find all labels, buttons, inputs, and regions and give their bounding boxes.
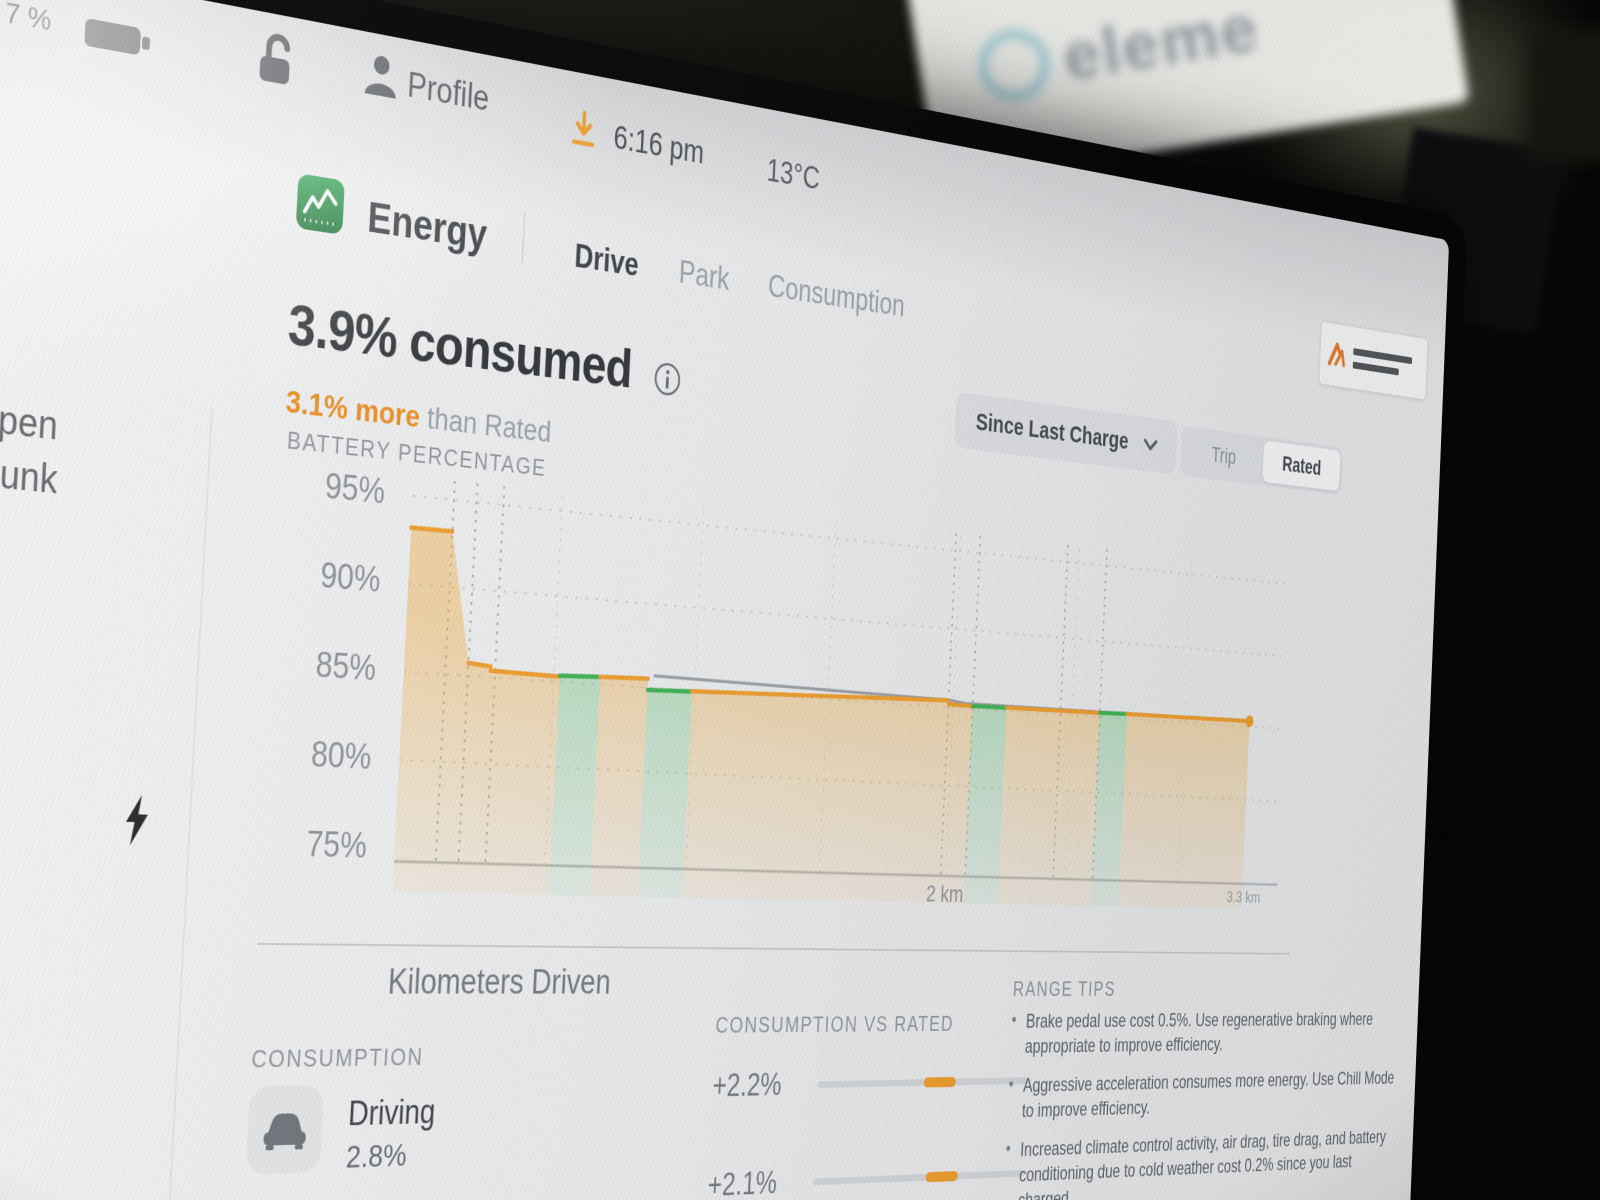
driving-icon-badge xyxy=(245,1085,325,1175)
range-tip-item: • Aggressive acceleration consumes more e… xyxy=(1007,1066,1396,1124)
software-update-download-icon[interactable] xyxy=(567,107,601,154)
tesla-touchscreen: 7 % Profile 6:16 pm 13°C Open T xyxy=(0,0,1449,1200)
range-selector-dropdown[interactable]: Since Last Charge xyxy=(953,391,1178,475)
vs-rated-marker xyxy=(923,1076,957,1088)
y-tick-label: 75% xyxy=(305,824,368,866)
temperature-label[interactable]: 13°C xyxy=(766,152,821,197)
range-tip-item: • Increased climate control activity, air… xyxy=(1003,1125,1394,1200)
person-icon xyxy=(364,54,397,99)
bullet-dot: • xyxy=(1008,1073,1015,1096)
range-tip-text: Brake pedal use cost 0.5%. Use regenerat… xyxy=(1024,1009,1374,1058)
clock-label: 6:16 pm xyxy=(612,118,705,171)
bullet-dot: • xyxy=(1005,1137,1012,1161)
poster-logo-icon xyxy=(972,23,1056,107)
panel-divider xyxy=(157,407,213,1200)
dealer-sticker xyxy=(1319,321,1428,400)
vs-rated-slider xyxy=(817,1076,1028,1089)
consumption-row-value: 2.8% xyxy=(345,1137,408,1176)
vs-rated-slider xyxy=(812,1169,1024,1186)
y-tick-label: 85% xyxy=(314,645,377,689)
x-tick-label: 3.3 km xyxy=(1226,888,1260,907)
energy-tabs: Drive Park Consumption xyxy=(574,237,906,324)
consumption-header: CONSUMPTION xyxy=(250,1042,425,1074)
vs-rated-header: CONSUMPTION VS RATED xyxy=(714,1010,955,1038)
info-icon[interactable] xyxy=(652,359,683,400)
battery-percentage-chart: BATTERY PERCENTAGE 95% 90% 85% 80% 75% 2 km 3.… xyxy=(257,425,1316,954)
battery-icon xyxy=(84,17,151,56)
open-trunk-button[interactable]: Open Trunk xyxy=(0,395,60,503)
x-tick-label: 2 km xyxy=(926,880,964,907)
y-tick-label: 80% xyxy=(310,734,373,778)
segment-rated[interactable]: Rated xyxy=(1262,440,1341,492)
range-tip-text: Aggressive acceleration consumes more en… xyxy=(1021,1067,1395,1123)
unlock-icon[interactable] xyxy=(255,30,302,91)
vs-rated-value: +2.2% xyxy=(711,1066,783,1104)
car-icon xyxy=(263,1113,307,1151)
background-dark-object-2 xyxy=(1528,30,1600,160)
screen-bezel: 7 % Profile 6:16 pm 13°C Open T xyxy=(0,0,1467,1200)
dealer-sticker-text xyxy=(1352,347,1413,377)
segment-trip[interactable]: Trip xyxy=(1211,442,1237,469)
consumed-headline: 3.9% consumed xyxy=(286,291,634,401)
range-selector-label: Since Last Charge xyxy=(975,408,1130,455)
range-tips-header: RANGE TIPS xyxy=(1012,976,1117,1001)
range-tip-text: Increased climate control activity, air … xyxy=(1017,1126,1387,1200)
charge-port-lightning-bolt-icon[interactable] xyxy=(124,794,150,846)
dealer-logo-icon xyxy=(1326,339,1348,372)
bullet-dot: • xyxy=(1011,1008,1018,1032)
range-tips-list: • Brake pedal use cost 0.5%. Use regenera… xyxy=(999,1008,1399,1200)
poster-text: eleme xyxy=(1057,0,1265,94)
tab-drive[interactable]: Drive xyxy=(573,237,640,284)
tab-park[interactable]: Park xyxy=(678,253,731,297)
range-tip-item: • Brake pedal use cost 0.5%. Use regenera… xyxy=(1010,1008,1399,1060)
profile-button[interactable]: Profile xyxy=(406,65,491,120)
header-divider xyxy=(521,212,526,264)
chevron-down-icon xyxy=(1143,437,1158,453)
trip-rated-segmented-control: Trip Rated xyxy=(1179,425,1344,496)
vs-rated-value: +2.1% xyxy=(707,1164,778,1200)
y-tick-label: 95% xyxy=(323,466,386,512)
x-axis-title: Kilometers Driven xyxy=(386,962,612,1003)
vehicle-visualization xyxy=(0,1165,76,1200)
app-title: Energy xyxy=(366,192,489,259)
battery-percent-label: 7 % xyxy=(4,0,53,38)
vs-rated-marker xyxy=(925,1171,958,1183)
tab-consumption[interactable]: Consumption xyxy=(767,267,906,324)
car-body-shape xyxy=(0,1193,49,1200)
battery-chart-svg: 2 km 3.3 km xyxy=(390,473,1298,910)
energy-app-icon xyxy=(295,173,345,235)
consumption-row-label: Driving xyxy=(347,1092,437,1133)
y-tick-label: 90% xyxy=(319,555,382,600)
